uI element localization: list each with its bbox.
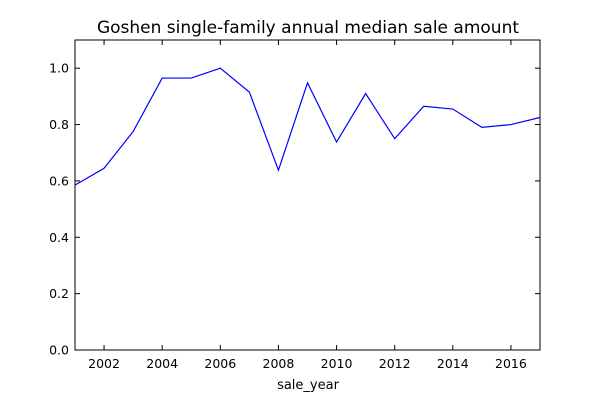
x-tick-label: 2004 [146,356,178,371]
y-tick-label: 0.4 [49,230,69,245]
plot-area-frame [74,39,541,351]
series-line [74,67,541,186]
x-tick-label: 2012 [379,356,411,371]
y-tick-label: 0.8 [49,117,69,132]
x-tick-label: 2010 [321,356,353,371]
chart-title: Goshen single-family annual median sale … [97,18,519,38]
x-tick-label: 2006 [204,356,236,371]
x-tick-label: 2008 [263,356,295,371]
x-tick-label: 2014 [437,356,469,371]
x-tick-label: 2002 [88,356,120,371]
y-tick-label: 0.2 [49,286,69,301]
x-axis-label: sale_year [277,378,340,393]
y-tick-label: 0.0 [49,343,69,358]
y-tick-label: 1.0 [49,61,69,76]
y-tick-label: 0.6 [49,173,69,188]
x-tick-label: 2016 [495,356,527,371]
series-layer [74,67,541,186]
x-axis: 2002 2004 2006 2008 2010 2012 2014 2016 [88,40,527,371]
y-axis: 0.0 0.2 0.4 0.6 0.8 1.0 [49,61,540,358]
